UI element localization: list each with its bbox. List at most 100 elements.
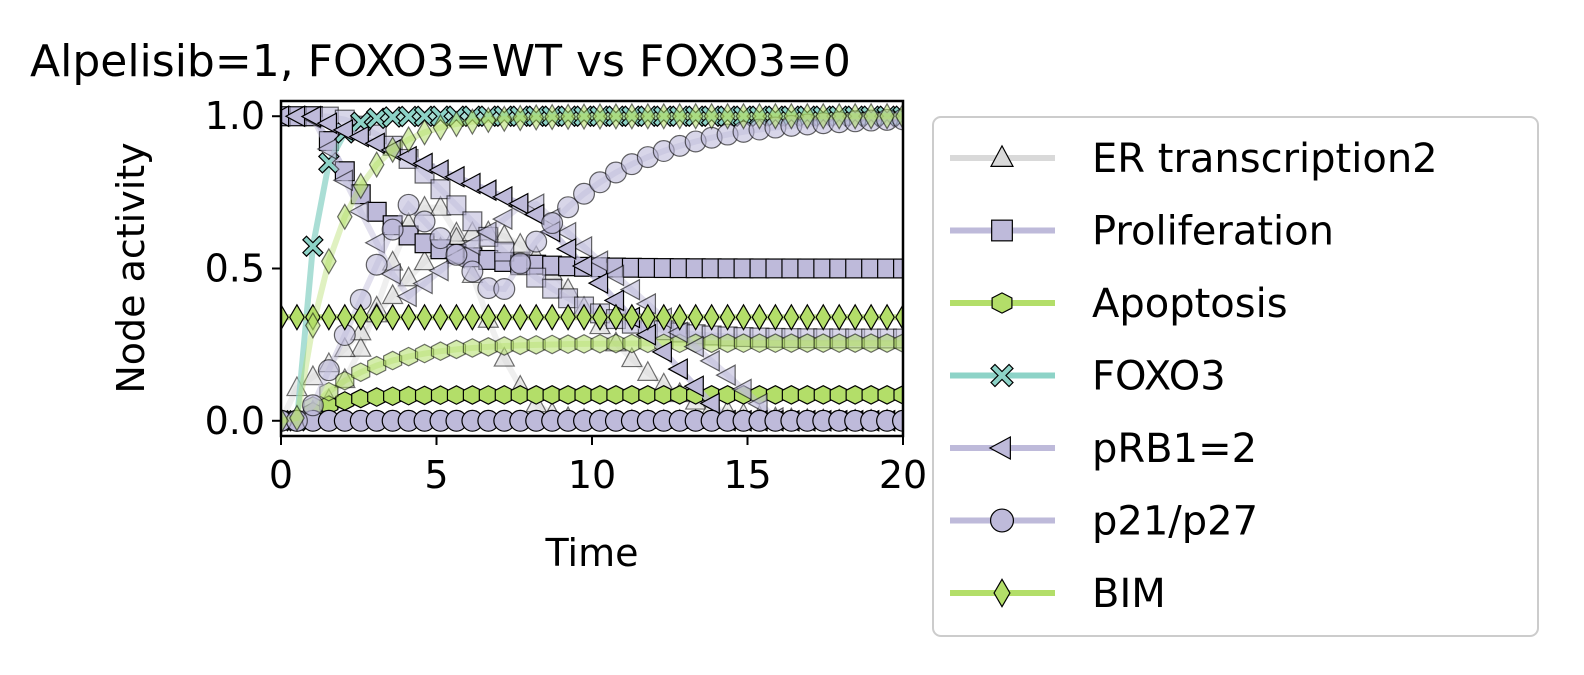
y-axis-label: Node activity	[109, 142, 153, 393]
data-point	[432, 113, 449, 141]
data-point	[592, 303, 608, 331]
data-point	[281, 407, 289, 435]
data-point	[445, 243, 468, 266]
data-point	[336, 203, 353, 231]
data-point	[289, 404, 305, 432]
data-point	[877, 333, 897, 353]
data-point	[523, 203, 545, 226]
data-point	[413, 210, 436, 233]
legend-marker	[989, 144, 1015, 167]
legend-marker	[991, 219, 1013, 242]
data-point	[492, 185, 513, 208]
data-point	[528, 103, 545, 132]
data-point	[861, 333, 881, 353]
series-layer	[281, 102, 903, 435]
data-point	[446, 195, 467, 216]
data-point	[367, 387, 387, 407]
data-point	[623, 303, 640, 331]
data-point	[558, 334, 578, 355]
data-point	[429, 227, 452, 250]
data-point	[317, 359, 340, 382]
data-point	[493, 277, 516, 300]
data-point	[444, 165, 465, 188]
data-point	[544, 103, 561, 131]
data-point	[893, 333, 903, 353]
legend-entry: Proliferation	[950, 209, 1334, 255]
legend-label: FOXO3	[1092, 354, 1226, 400]
data-point	[398, 346, 419, 367]
data-point	[587, 272, 609, 295]
data-point	[670, 385, 690, 405]
data-point	[300, 105, 322, 128]
data-point	[480, 106, 497, 134]
data-point	[348, 200, 369, 223]
legend-entry: Apoptosis	[950, 281, 1288, 327]
data-point	[494, 241, 515, 262]
data-point	[383, 350, 403, 371]
data-point	[430, 385, 451, 406]
data-point	[414, 385, 435, 406]
data-point	[639, 102, 656, 130]
data-point	[735, 303, 752, 331]
x-tick-label: 10	[568, 453, 616, 497]
data-point	[813, 333, 833, 354]
data-point	[316, 112, 338, 135]
data-point	[289, 303, 305, 331]
data-point	[671, 102, 688, 130]
data-point	[476, 179, 497, 202]
data-point	[364, 132, 385, 155]
data-point	[574, 334, 594, 354]
data-point	[496, 105, 513, 133]
data-point	[430, 341, 451, 362]
data-point	[671, 303, 688, 331]
data-point	[492, 208, 513, 231]
data-point	[893, 385, 903, 405]
data-point	[651, 340, 672, 363]
data-point	[320, 247, 337, 275]
data-point	[831, 303, 848, 331]
series-line	[281, 113, 903, 424]
data-point	[478, 385, 498, 405]
data-point	[699, 392, 720, 415]
data-point	[783, 303, 800, 331]
data-point	[799, 102, 816, 130]
data-point	[462, 211, 483, 232]
data-point	[352, 172, 369, 200]
data-point	[542, 385, 562, 405]
data-point	[861, 385, 881, 405]
legend-entry: pRB1=2	[950, 426, 1257, 472]
data-point	[815, 102, 832, 130]
data-point	[751, 102, 768, 130]
data-point	[365, 253, 388, 276]
data-point	[464, 107, 481, 136]
data-point	[510, 385, 530, 405]
data-point	[526, 334, 546, 355]
data-point	[797, 385, 817, 405]
data-point	[683, 375, 704, 398]
legend-entry: FOXO3	[950, 354, 1226, 400]
data-point	[765, 385, 786, 405]
data-point	[799, 303, 816, 331]
data-point	[717, 333, 738, 354]
data-point	[555, 221, 577, 244]
data-point	[622, 385, 642, 405]
legend-label: ER transcription2	[1092, 136, 1438, 182]
data-point	[623, 102, 640, 130]
data-point	[364, 231, 385, 254]
x-tick-label: 20	[879, 453, 927, 497]
data-point	[460, 172, 481, 195]
data-point	[879, 102, 895, 130]
series-line	[281, 113, 903, 424]
data-point	[448, 303, 465, 331]
data-point	[400, 303, 417, 331]
data-point	[429, 195, 452, 216]
legend-frame	[932, 116, 1539, 637]
data-point	[335, 391, 355, 411]
legend-marker	[993, 578, 1011, 608]
data-point	[638, 385, 658, 405]
data-point	[476, 220, 497, 243]
data-point	[462, 385, 482, 405]
data-point	[560, 103, 576, 131]
data-point	[494, 336, 514, 356]
